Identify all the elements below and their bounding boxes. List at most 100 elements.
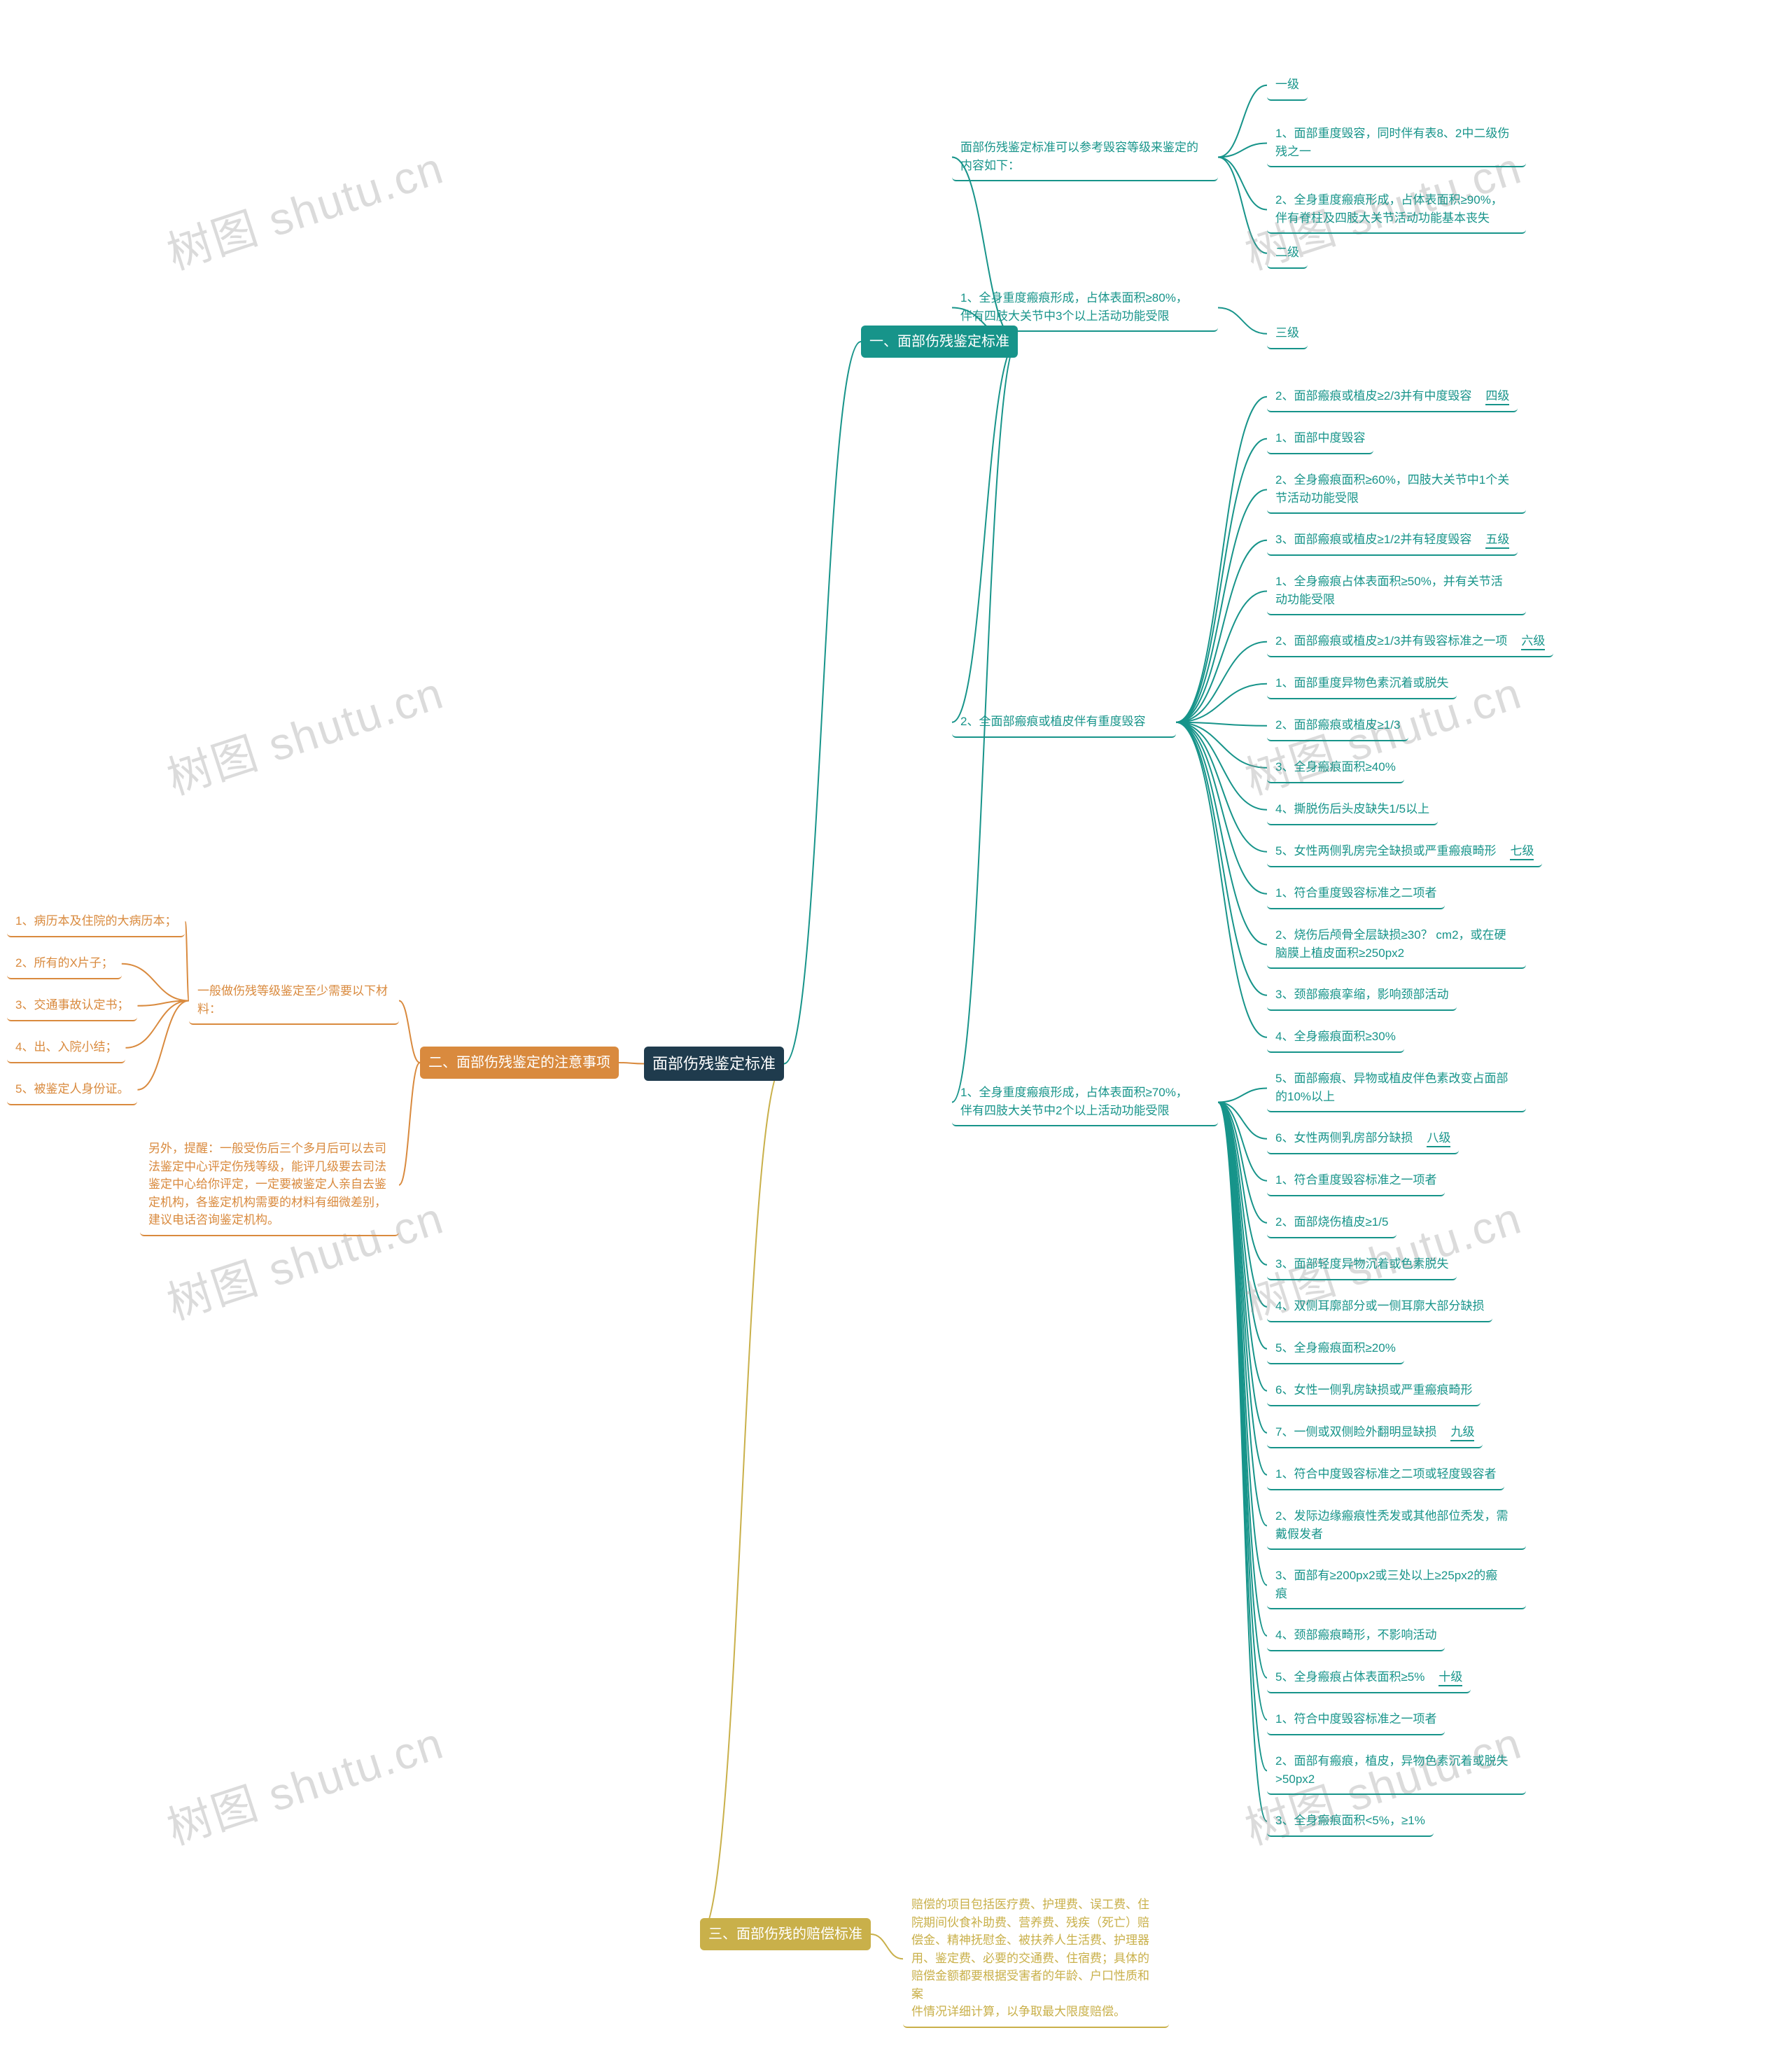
node-text-root: 面部伤残鉴定标准	[652, 1055, 776, 1072]
node-c14: 3、颈部瘢痕挛缩，影响颈部活动	[1267, 980, 1457, 1011]
node-b1c: 2、全面部瘢痕或植皮伴有重度毁容	[952, 707, 1176, 738]
node-text-c12: 1、符合重度毁容标准之二项者	[1275, 886, 1436, 900]
node-d14: 5、全身瘢痕占体表面积≥5% 十级	[1267, 1663, 1471, 1693]
node-text-b3: 三、面部伤残的赔偿标准	[708, 1926, 862, 1942]
watermark: 树图 shutu.cn	[158, 132, 451, 282]
node-text-b1a1: 一级	[1275, 78, 1299, 91]
node-c07: 1、面部重度异物色素沉着或脱失	[1267, 669, 1457, 699]
node-text-c09: 3、全身瘢痕面积≥40%	[1275, 760, 1396, 774]
node-d12: 3、面部有≥200px2或三处以上≥25px2的瘢 痕	[1267, 1561, 1526, 1609]
node-text-d01: 5、面部瘢痕、异物或植皮伴色素改变占面部 的10%以上	[1275, 1072, 1508, 1103]
node-d07: 5、全身瘢痕面积≥20%	[1267, 1334, 1404, 1364]
node-text-c07: 1、面部重度异物色素沉着或脱失	[1275, 676, 1448, 690]
node-text-b1a2: 1、面部重度毁容，同时伴有表8、2中二级伤 残之一	[1275, 127, 1509, 158]
node-text-d02: 6、女性两侧乳房部分缺损	[1275, 1131, 1413, 1145]
node-text-m2: 2、所有的X片子；	[15, 956, 113, 970]
node-b1b: 1、全身重度瘢痕形成，占体表面积≥80%， 伴有四肢大关节中3个以上活动功能受限	[952, 284, 1218, 332]
node-text-b1: 一、面部伤残鉴定标准	[869, 334, 1009, 349]
node-text-b1a3: 2、全身重度瘢痕形成，占体表面积≥90%， 伴有脊柱及四肢大关节活动功能基本丧失	[1275, 193, 1503, 225]
node-c12: 1、符合重度毁容标准之二项者	[1267, 879, 1445, 909]
node-d04: 2、面部烧伤植皮≥1/5	[1267, 1208, 1396, 1238]
node-text-d17: 3、全身瘢痕面积<5%，≥1%	[1275, 1814, 1425, 1827]
node-m4: 4、出、入院小结；	[7, 1033, 125, 1063]
node-c05: 1、全身瘢痕占体表面积≥50%，并有关节活 动功能受限	[1267, 567, 1526, 615]
node-b1d: 1、全身重度瘢痕形成，占体表面积≥70%， 伴有四肢大关节中2个以上活动功能受限	[952, 1078, 1218, 1126]
node-text-c05: 1、全身瘢痕占体表面积≥50%，并有关节活 动功能受限	[1275, 575, 1503, 606]
node-c08: 2、面部瘢痕或植皮≥1/3	[1267, 711, 1408, 741]
node-b3: 三、面部伤残的赔偿标准	[700, 1918, 871, 1950]
node-b2b: 另外，提醒：一般受伤后三个多月后可以去司 法鉴定中心评定伤残等级，能评几级要去司…	[140, 1134, 399, 1236]
node-text-c06: 2、面部瘢痕或植皮≥1/3并有毁容标准之一项	[1275, 634, 1507, 648]
node-text-b1b: 1、全身重度瘢痕形成，占体表面积≥80%， 伴有四肢大关节中3个以上活动功能受限	[960, 291, 1188, 323]
node-text-m1: 1、病历本及住院的大病历本；	[15, 914, 176, 928]
node-d01: 5、面部瘢痕、异物或植皮伴色素改变占面部 的10%以上	[1267, 1064, 1526, 1112]
node-m5: 5、被鉴定人身份证。	[7, 1075, 137, 1105]
node-text-b3a: 赔偿的项目包括医疗费、护理费、误工费、住 院期间伙食补助费、营养费、残疾（死亡）…	[911, 1898, 1149, 2018]
node-m2: 2、所有的X片子；	[7, 949, 122, 979]
node-c02: 1、面部中度毁容	[1267, 424, 1373, 454]
node-text-d16: 2、面部有瘢痕，植皮，异物色素沉着或脱失 >50px2	[1275, 1754, 1508, 1786]
node-text-c11: 5、女性两侧乳房完全缺损或严重瘢痕畸形	[1275, 844, 1496, 858]
node-text-d08: 6、女性一侧乳房缺损或严重瘢痕畸形	[1275, 1383, 1472, 1397]
node-text-b2b: 另外，提醒：一般受伤后三个多月后可以去司 法鉴定中心评定伤残等级，能评几级要去司…	[148, 1142, 386, 1226]
node-text-c04: 3、面部瘢痕或植皮≥1/2并有轻度毁容	[1275, 533, 1471, 546]
node-c03: 2、全身瘢痕面积≥60%，四肢大关节中1个关 节活动功能受限	[1267, 466, 1526, 514]
node-b2: 二、面部伤残鉴定的注意事项	[420, 1047, 619, 1079]
node-text-b1c: 2、全面部瘢痕或植皮伴有重度毁容	[960, 715, 1145, 728]
node-b2a: 一般做伤残等级鉴定至少需要以下材料：	[189, 977, 399, 1025]
node-tag-d02: 八级	[1427, 1131, 1450, 1147]
node-text-d04: 2、面部烧伤植皮≥1/5	[1275, 1215, 1388, 1229]
node-text-b2a: 一般做伤残等级鉴定至少需要以下材料：	[197, 984, 388, 1016]
node-text-d03: 1、符合重度毁容标准之一项者	[1275, 1173, 1436, 1187]
node-text-d05: 3、面部轻度异物沉着或色素脱失	[1275, 1257, 1448, 1271]
node-b1a4: 二级	[1267, 238, 1308, 269]
node-text-d14: 5、全身瘢痕占体表面积≥5%	[1275, 1670, 1424, 1684]
node-text-c14: 3、颈部瘢痕挛缩，影响颈部活动	[1275, 988, 1448, 1001]
node-d15: 1、符合中度毁容标准之一项者	[1267, 1705, 1445, 1735]
node-c10: 4、撕脱伤后头皮缺失1/5以上	[1267, 795, 1438, 825]
node-c04: 3、面部瘢痕或植皮≥1/2并有轻度毁容五级	[1267, 525, 1518, 556]
node-m1: 1、病历本及住院的大病历本；	[7, 907, 185, 937]
node-b1a1: 一级	[1267, 70, 1308, 101]
node-text-c03: 2、全身瘢痕面积≥60%，四肢大关节中1个关 节活动功能受限	[1275, 473, 1509, 505]
node-text-b2: 二、面部伤残鉴定的注意事项	[428, 1055, 610, 1070]
node-tag-d09: 九级	[1450, 1425, 1474, 1441]
node-d16: 2、面部有瘢痕，植皮，异物色素沉着或脱失 >50px2	[1267, 1747, 1526, 1795]
node-m3: 3、交通事故认定书；	[7, 991, 137, 1021]
node-text-d15: 1、符合中度毁容标准之一项者	[1275, 1712, 1436, 1726]
node-text-d09: 7、一侧或双侧睑外翻明显缺损	[1275, 1425, 1436, 1439]
node-d09: 7、一侧或双侧睑外翻明显缺损九级	[1267, 1418, 1483, 1448]
node-root: 面部伤残鉴定标准	[644, 1047, 784, 1081]
node-c06: 2、面部瘢痕或植皮≥1/3并有毁容标准之一项六级	[1267, 627, 1553, 657]
node-b1a3: 2、全身重度瘢痕形成，占体表面积≥90%， 伴有脊柱及四肢大关节活动功能基本丧失	[1267, 186, 1526, 234]
node-tag-c01: 四级	[1485, 389, 1509, 405]
node-text-c02: 1、面部中度毁容	[1275, 431, 1365, 445]
node-text-m5: 5、被鉴定人身份证。	[15, 1082, 129, 1096]
watermark: 树图 shutu.cn	[158, 657, 451, 807]
node-d17: 3、全身瘢痕面积<5%，≥1%	[1267, 1806, 1434, 1837]
node-b3a: 赔偿的项目包括医疗费、护理费、误工费、住 院期间伙食补助费、营养费、残疾（死亡）…	[903, 1890, 1169, 2028]
node-text-d12: 3、面部有≥200px2或三处以上≥25px2的瘢 痕	[1275, 1569, 1497, 1600]
node-text-d11: 2、发际边缘瘢痕性秃发或其他部位秃发，需 戴假发者	[1275, 1509, 1508, 1541]
node-b1a2: 1、面部重度毁容，同时伴有表8、2中二级伤 残之一	[1267, 119, 1526, 167]
node-tag-d14: 十级	[1438, 1670, 1462, 1686]
node-text-d06: 4、双侧耳廓部分或一侧耳廓大部分缺损	[1275, 1299, 1484, 1313]
node-d13: 4、颈部瘢痕畸形，不影响活动	[1267, 1621, 1445, 1651]
node-text-m4: 4、出、入院小结；	[15, 1040, 117, 1054]
node-c09: 3、全身瘢痕面积≥40%	[1267, 753, 1404, 783]
node-b1b1: 三级	[1267, 319, 1308, 349]
node-text-b1b1: 三级	[1275, 326, 1299, 340]
node-text-d10: 1、符合中度毁容标准之二项或轻度毁容者	[1275, 1467, 1496, 1481]
node-tag-c06: 六级	[1521, 634, 1545, 650]
node-d02: 6、女性两侧乳房部分缺损八级	[1267, 1124, 1459, 1154]
node-text-b1a: 面部伤残鉴定标准可以参考毁容等级来鉴定的 内容如下：	[960, 141, 1198, 172]
node-text-d07: 5、全身瘢痕面积≥20%	[1275, 1341, 1396, 1355]
node-c15: 4、全身瘢痕面积≥30%	[1267, 1022, 1404, 1053]
node-text-c13: 2、烧伤后颅骨全层缺损≥30？ cm2，或在硬 脑膜上植皮面积≥250px2	[1275, 928, 1506, 960]
node-text-c08: 2、面部瘢痕或植皮≥1/3	[1275, 718, 1400, 732]
node-d11: 2、发际边缘瘢痕性秃发或其他部位秃发，需 戴假发者	[1267, 1502, 1526, 1550]
node-text-b1a4: 二级	[1275, 246, 1299, 259]
node-text-c01: 2、面部瘢痕或植皮≥2/3并有中度毁容	[1275, 389, 1471, 403]
node-text-d13: 4、颈部瘢痕畸形，不影响活动	[1275, 1628, 1436, 1642]
node-d08: 6、女性一侧乳房缺损或严重瘢痕畸形	[1267, 1376, 1480, 1406]
